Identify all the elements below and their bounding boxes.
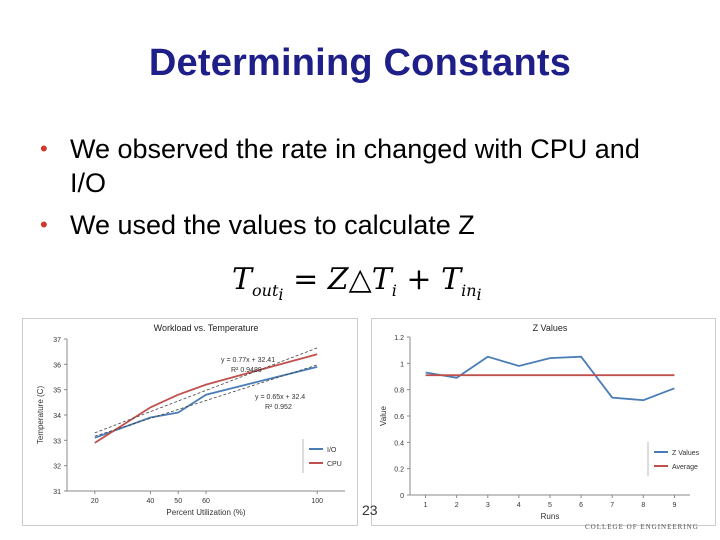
trendline-r2: R² 0.9489 xyxy=(231,367,262,374)
x-tick-label: 5 xyxy=(548,502,552,509)
bullet-dot-icon: • xyxy=(40,212,48,237)
series-line xyxy=(425,355,675,402)
x-tick-label: 20 xyxy=(91,498,99,505)
formula-sub: in xyxy=(461,281,477,300)
x-tick-label: 50 xyxy=(174,498,182,505)
x-axis-label: Percent Utilization (%) xyxy=(166,508,245,517)
formula-delta: △ xyxy=(348,262,372,297)
formula-sub: i xyxy=(391,281,397,300)
x-tick-label: 4 xyxy=(517,502,521,509)
y-tick-label: 1 xyxy=(400,361,404,368)
college-logo: COLLEGE OF ENGINEERING xyxy=(585,523,699,531)
y-tick-label: 33 xyxy=(53,438,61,445)
x-tick-label: 60 xyxy=(202,498,210,505)
slide-title: Determining Constants xyxy=(148,42,572,84)
y-tick-label: 36 xyxy=(53,362,61,369)
formula-t: T xyxy=(232,262,253,297)
y-tick-label: 37 xyxy=(53,337,61,344)
x-tick-label: 9 xyxy=(672,502,676,509)
formula-equals: = xyxy=(293,262,319,297)
trendline xyxy=(94,347,318,434)
trendline-equation: y = 0.77x + 32.41 xyxy=(221,357,275,364)
bullet-dot-icon: • xyxy=(40,136,48,161)
y-tick-label: 34 xyxy=(53,413,61,420)
formula-sub: i xyxy=(476,285,482,305)
series-line xyxy=(94,353,318,444)
y-axis-label: Temperature (C) xyxy=(36,386,45,445)
page-number: 23 xyxy=(362,502,378,518)
y-tick-label: 1.2 xyxy=(394,335,404,342)
chart-svg: Z Values 0 0.2 0.4 0.6 0.8 1 1.2 1 2 3 4 5 6 7 8 9 Runs Va… xyxy=(379,323,700,521)
chart-title: Z Values xyxy=(533,323,568,333)
bullet-list: • We observed the rate in changed with C… xyxy=(38,132,678,250)
x-tick-label: 8 xyxy=(641,502,645,509)
x-tick-label: 3 xyxy=(486,502,490,509)
legend-label: I/O xyxy=(327,447,337,454)
formula-t: T xyxy=(441,262,462,297)
bullet-text: We used the values to calculate Z xyxy=(70,210,475,240)
formula-z: Z xyxy=(327,262,349,297)
y-tick-label: 0.4 xyxy=(394,440,404,447)
x-tick-label: 40 xyxy=(147,498,155,505)
series-line xyxy=(94,366,318,439)
y-tick-label: 35 xyxy=(53,388,61,395)
y-axis-label: Value xyxy=(379,406,388,426)
bullet-item: • We used the values to calculate Z xyxy=(38,208,678,242)
bullet-item: • We observed the rate in changed with C… xyxy=(38,132,678,200)
formula-plus: + xyxy=(406,262,432,297)
x-tick-label: 7 xyxy=(610,502,614,509)
chart-svg: Workload vs. Temperature 31 32 33 34 35 36 37 20… xyxy=(36,323,345,517)
legend-label: CPU xyxy=(327,461,342,468)
x-tick-label: 6 xyxy=(579,502,583,509)
x-tick-label: 100 xyxy=(311,498,323,505)
bullet-text: We observed the rate in changed with CPU… xyxy=(70,134,640,198)
legend-label: Z Values xyxy=(672,450,700,457)
x-tick-label: 2 xyxy=(455,502,459,509)
trendline-r2: R² 0.952 xyxy=(265,404,292,411)
legend-label: Average xyxy=(672,464,698,471)
x-axis-label: Runs xyxy=(541,512,560,521)
workload-temperature-chart: Workload vs. Temperature 31 32 33 34 35 36 37 20… xyxy=(22,318,358,526)
y-tick-label: 32 xyxy=(53,464,61,471)
trendline-equation: y = 0.65x + 32.4 xyxy=(255,394,305,401)
formula-sub: out xyxy=(252,281,279,300)
z-values-chart: Z Values 0 0.2 0.4 0.6 0.8 1 1.2 1 2 3 4 5 6 7 8 9 Runs Va… xyxy=(371,318,716,526)
chart-title: Workload vs. Temperature xyxy=(154,323,259,333)
y-tick-label: 0 xyxy=(400,493,404,500)
x-tick-label: 1 xyxy=(424,502,428,509)
temperature-formula: Touti = Z△Ti + Tini xyxy=(232,262,482,304)
y-tick-label: 31 xyxy=(53,489,61,496)
y-tick-label: 0.2 xyxy=(394,467,404,474)
trendline xyxy=(94,364,318,437)
formula-sub: i xyxy=(278,285,284,305)
y-tick-label: 0.6 xyxy=(394,414,404,421)
formula-t: T xyxy=(371,262,392,297)
y-tick-label: 0.8 xyxy=(394,388,404,395)
